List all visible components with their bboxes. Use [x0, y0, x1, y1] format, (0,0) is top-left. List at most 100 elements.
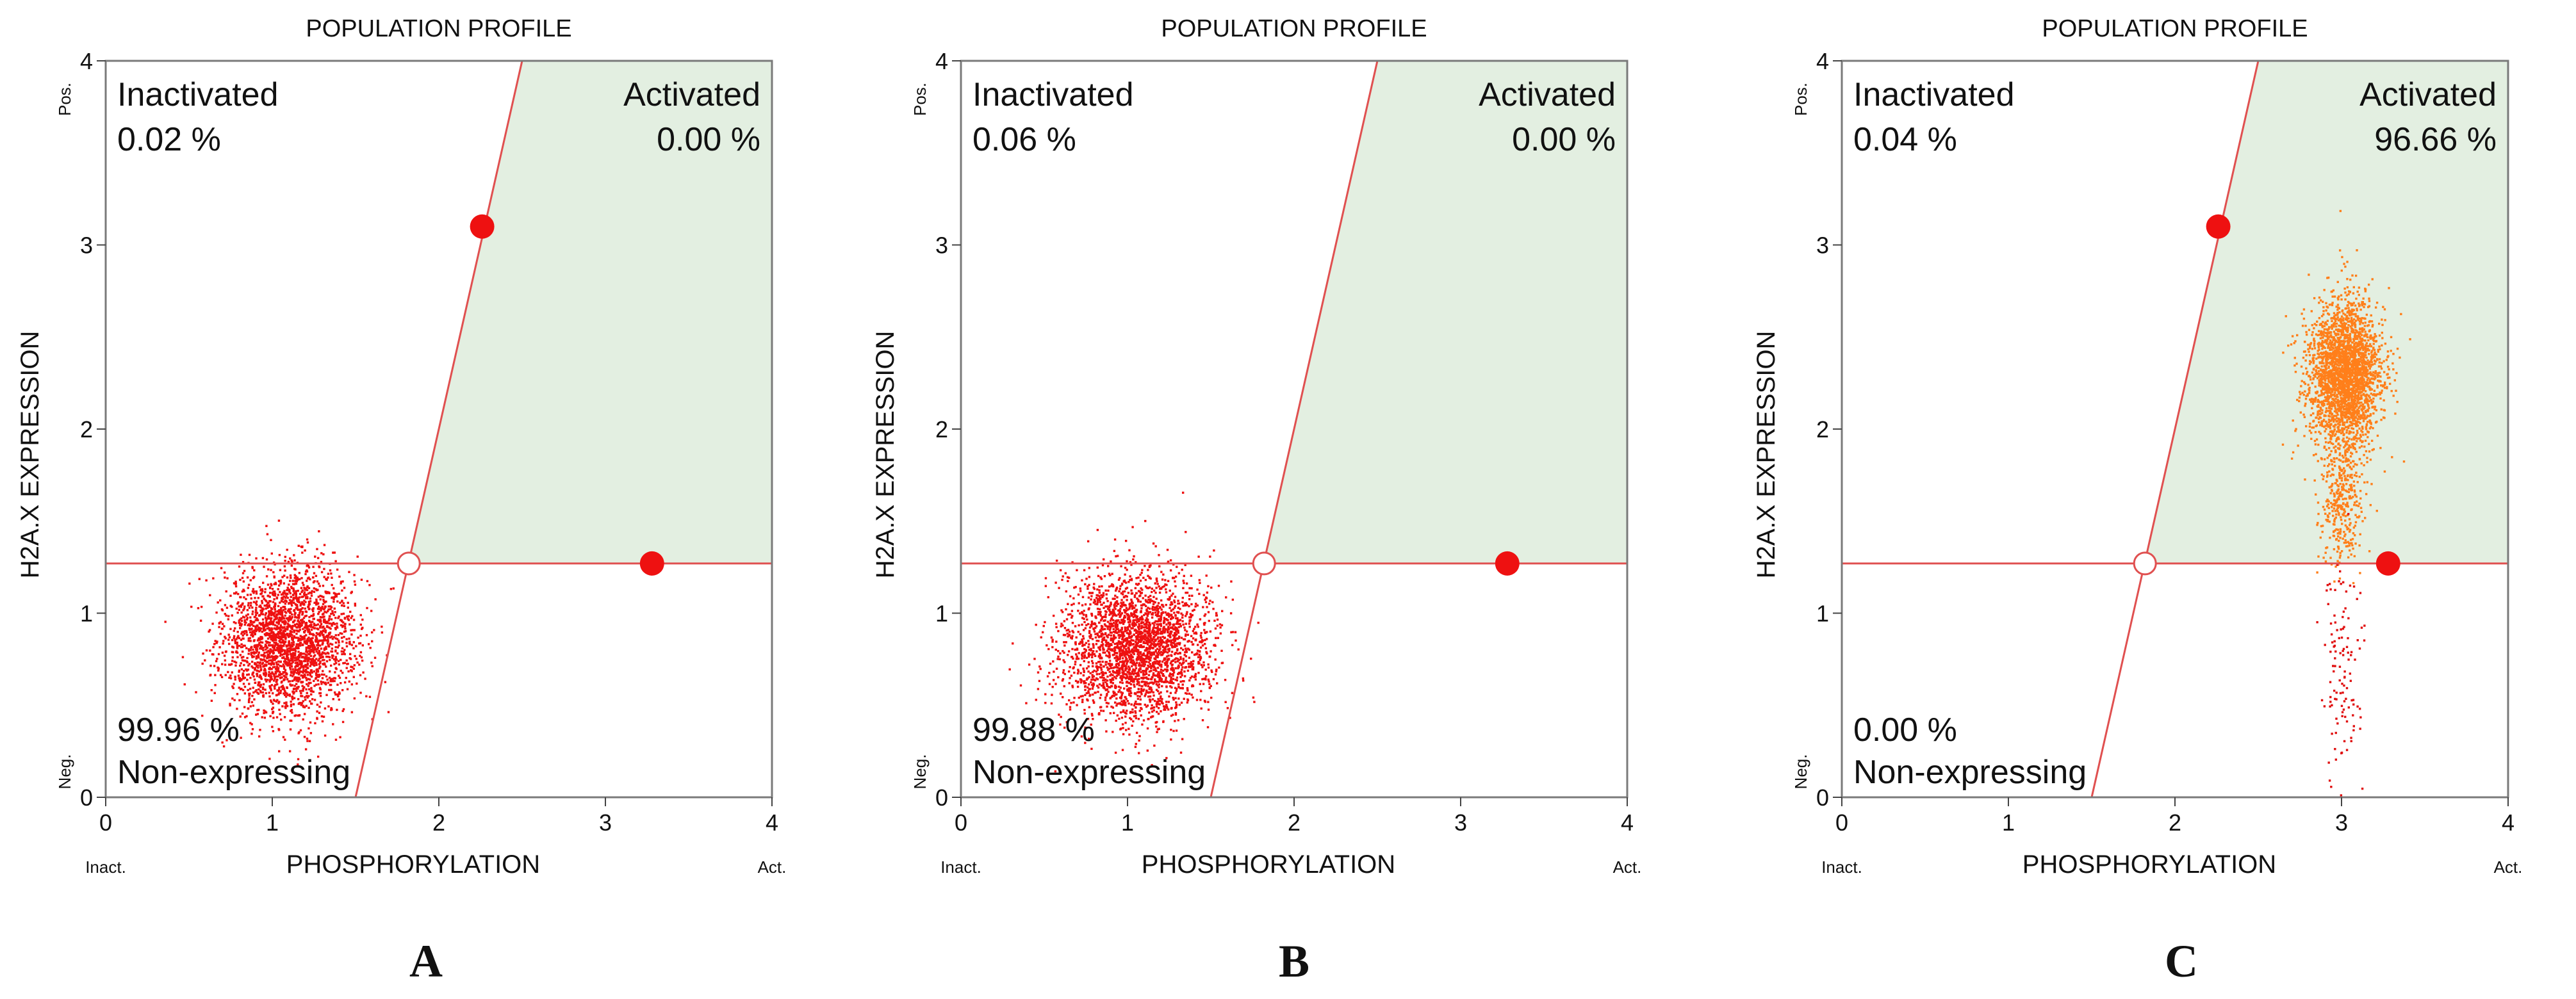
data-point — [1210, 669, 1213, 672]
data-point — [1092, 646, 1095, 649]
data-point — [324, 653, 327, 655]
data-point — [293, 656, 296, 659]
data-point — [315, 677, 318, 679]
data-point — [309, 650, 312, 653]
data-point — [295, 629, 298, 632]
data-point — [297, 673, 300, 676]
data-point — [1131, 648, 1134, 651]
data-point — [297, 663, 300, 666]
data-point — [305, 648, 308, 651]
data-point — [332, 658, 336, 661]
data-point — [1172, 627, 1174, 630]
data-point — [1133, 594, 1136, 597]
data-point — [1098, 621, 1101, 624]
data-point — [1172, 669, 1174, 672]
data-point — [1142, 669, 1144, 672]
data-point — [1160, 678, 1163, 681]
data-point — [285, 595, 288, 597]
data-point — [276, 621, 279, 624]
data-point — [1170, 660, 1173, 663]
data-point — [331, 647, 334, 650]
data-point — [364, 678, 366, 680]
data-point — [1176, 630, 1178, 633]
data-point — [1144, 670, 1146, 672]
data-point — [1175, 729, 1178, 732]
data-point — [347, 670, 350, 673]
data-point — [293, 616, 297, 619]
data-points — [164, 519, 395, 766]
data-point — [253, 645, 256, 647]
data-point — [329, 670, 331, 673]
data-point — [331, 678, 334, 680]
data-point — [1177, 572, 1181, 574]
data-point — [266, 646, 269, 649]
data-point — [272, 666, 275, 669]
data-point — [1087, 692, 1090, 694]
data-point — [1188, 679, 1191, 682]
data-point — [1133, 678, 1135, 681]
data-point — [1237, 648, 1240, 651]
data-point — [1147, 574, 1149, 577]
data-point — [1121, 666, 1124, 669]
data-point — [255, 606, 258, 609]
x-axis-low-label: Inact. — [85, 857, 126, 877]
data-point — [1146, 667, 1149, 670]
data-point — [271, 639, 274, 642]
data-point — [240, 623, 243, 626]
data-point — [1204, 613, 1207, 616]
data-point — [1135, 583, 1138, 585]
data-point — [238, 605, 240, 608]
data-point — [274, 678, 276, 680]
data-point — [254, 619, 257, 622]
data-point — [1082, 629, 1085, 631]
data-point — [271, 592, 274, 594]
data-point — [1060, 625, 1062, 628]
data-point — [309, 673, 311, 676]
data-point — [249, 705, 252, 708]
data-point — [1092, 628, 1095, 631]
data-point — [263, 709, 265, 712]
data-point — [1008, 668, 1011, 670]
data-point — [276, 655, 279, 658]
data-point — [304, 570, 308, 573]
data-point — [1055, 626, 1058, 629]
data-point — [350, 617, 352, 619]
data-point — [261, 610, 264, 613]
data-point — [1181, 491, 1185, 494]
data-point — [281, 634, 283, 637]
data-point — [1131, 600, 1133, 603]
data-point — [218, 626, 220, 628]
data-point — [306, 662, 309, 665]
data-point — [295, 714, 297, 717]
data-point — [304, 748, 308, 751]
data-point — [220, 567, 223, 569]
data-point — [252, 576, 255, 580]
data-point — [1181, 683, 1184, 686]
data-point — [245, 633, 249, 637]
data-point — [311, 610, 315, 613]
data-point — [361, 659, 364, 662]
data-point — [301, 636, 304, 638]
data-point — [272, 711, 275, 713]
data-point — [1147, 598, 1150, 601]
data-point — [1133, 683, 1135, 686]
data-point — [1216, 618, 1219, 621]
data-point — [283, 632, 285, 635]
data-point — [1158, 649, 1161, 651]
data-point — [291, 583, 295, 585]
data-point — [1193, 653, 1196, 656]
data-point — [1153, 653, 1156, 656]
data-point — [1147, 665, 1151, 668]
data-point — [288, 643, 291, 646]
data-point — [308, 628, 310, 631]
data-point — [1112, 624, 1115, 628]
data-point — [251, 694, 254, 697]
data-point — [226, 739, 228, 742]
data-point — [1130, 661, 1133, 663]
activated-region — [408, 61, 772, 564]
data-point — [316, 580, 319, 583]
data-point — [320, 673, 324, 676]
data-point — [1182, 648, 1185, 651]
data-point — [260, 612, 263, 615]
data-point — [296, 679, 299, 681]
